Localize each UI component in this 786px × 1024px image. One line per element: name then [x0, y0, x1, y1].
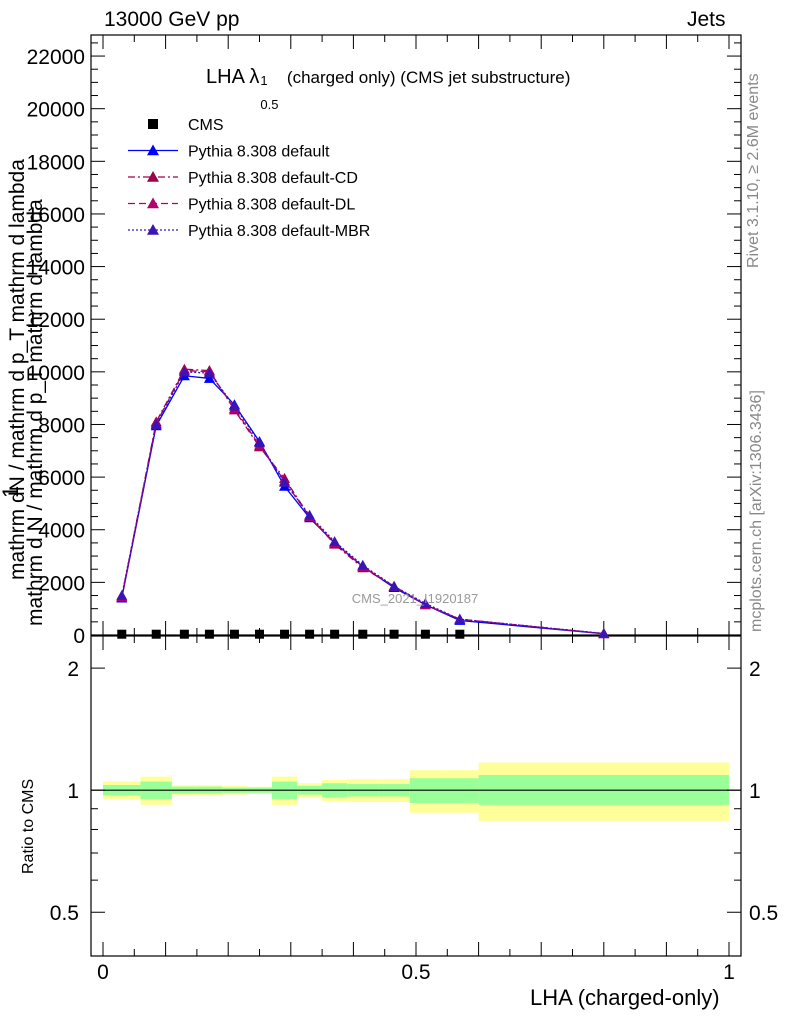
- y-tick-label: 10000: [27, 362, 85, 385]
- ratio-y-tick-label: 0.5: [50, 902, 79, 925]
- legend-label: CMS: [188, 117, 224, 134]
- cms-data-point: [255, 629, 264, 639]
- series-marker-4: [388, 580, 400, 591]
- side-label-top: Rivet 3.1.10, ≥ 2.6M events: [745, 73, 762, 268]
- y-tick-label: 8000: [38, 414, 85, 437]
- chart-title: LHA λ 1 0.5 (charged only) (CMS jet substr…: [206, 66, 571, 112]
- title-main: LHA λ: [206, 66, 260, 88]
- series-marker-4: [279, 476, 291, 487]
- series-marker-4: [419, 597, 431, 608]
- series-marker-4: [357, 559, 369, 570]
- cms-data-point: [179, 629, 189, 639]
- legend-marker: [147, 171, 159, 182]
- ratio-y-tick-label: 1: [67, 780, 79, 803]
- series-marker-4: [329, 536, 341, 546]
- series-line-4: [121, 371, 604, 635]
- cms-data-point: [229, 629, 239, 639]
- cms-data-point: [305, 629, 315, 639]
- series-marker-4: [454, 613, 466, 624]
- y-tick-label: 16000: [27, 204, 85, 227]
- ratio-y-tick-label-right: 2: [749, 658, 761, 681]
- y-tick-label: 22000: [27, 46, 85, 69]
- header-left: 13000 GeV pp: [104, 8, 240, 31]
- y-tick-label: 2000: [38, 572, 85, 595]
- y-tick-label: 0: [73, 625, 85, 648]
- series-marker-4: [254, 437, 265, 448]
- x-axis-label: LHA (charged-only): [530, 985, 720, 1010]
- y-tick-label: 14000: [27, 257, 85, 280]
- legend-label: Pythia 8.308 default: [188, 144, 330, 161]
- series-marker-4: [228, 400, 240, 411]
- cms-data-point: [204, 629, 214, 639]
- analysis-watermark: CMS_2021_I1920187: [352, 591, 479, 606]
- legend-marker: [147, 224, 159, 235]
- cms-data-point: [151, 629, 161, 639]
- cms-data-point: [117, 629, 127, 639]
- cms-data-point: [420, 629, 430, 639]
- y-tick-label: 20000: [27, 99, 85, 122]
- series-marker-4: [304, 509, 316, 520]
- legend-marker-cms: [148, 119, 158, 129]
- x-tick-label: 0: [97, 961, 109, 984]
- y-axis-label-bottom: mathrm d N / mathrm d p_T mathrm d lambd…: [24, 199, 47, 626]
- cms-data-point: [330, 629, 340, 639]
- series-line-3: [121, 369, 604, 635]
- side-label-bottom: mcplots.cern.ch [arXiv:1306.3436]: [748, 390, 765, 632]
- title-sub: 0.5: [260, 97, 279, 112]
- legend-marker: [147, 197, 159, 209]
- legend-label: Pythia 8.308 default-DL: [188, 197, 355, 214]
- y-tick-label: 12000: [27, 309, 85, 332]
- cms-data-point: [389, 629, 399, 639]
- title-rest: (charged only) (CMS jet substructure): [286, 68, 571, 87]
- legend-marker: [147, 144, 159, 156]
- series-marker-4: [598, 627, 610, 638]
- ratio-y-label: Ratio to CMS: [20, 778, 37, 874]
- cms-data-point: [358, 629, 368, 639]
- x-tick-label: 1: [723, 961, 735, 984]
- y-tick-label: 4000: [38, 520, 85, 543]
- series-marker-4: [178, 366, 190, 377]
- header-right: Jets: [687, 8, 726, 31]
- series-marker-4: [203, 367, 215, 378]
- y-tick-label: 6000: [38, 467, 85, 490]
- ratio-y-tick-label: 2: [67, 658, 79, 681]
- y-tick-label: 18000: [27, 151, 85, 174]
- legend-label: Pythia 8.308 default-MBR: [188, 223, 370, 240]
- series-marker-1: [203, 372, 215, 383]
- title-sup: 1: [260, 73, 268, 88]
- cms-data-point: [455, 629, 465, 639]
- y-axis-label-mid: 1: [0, 485, 23, 498]
- ratio-y-tick-label-right: 1: [749, 780, 761, 803]
- cms-data-point: [280, 629, 290, 639]
- ratio-y-tick-label-right: 0.5: [749, 902, 778, 925]
- series-marker-4: [150, 418, 162, 429]
- legend-label: Pythia 8.308 default-CD: [188, 170, 358, 187]
- series-marker-4: [116, 590, 128, 600]
- x-tick-label: 0.5: [401, 961, 430, 984]
